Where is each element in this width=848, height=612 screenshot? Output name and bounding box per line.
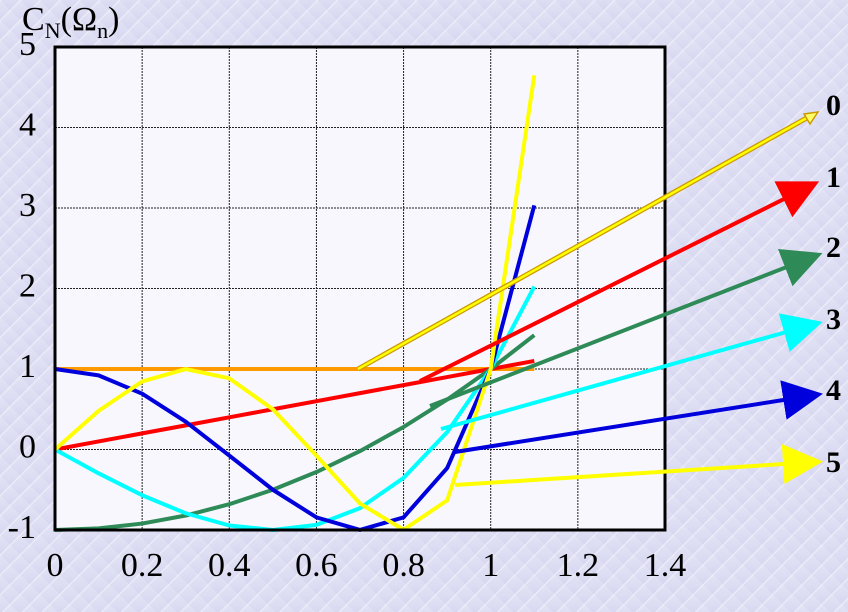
- series-line: [54, 358, 535, 452]
- y-tick-label: 5: [19, 26, 36, 63]
- legend: 0 1 2 3 4 5: [826, 89, 841, 479]
- series-line: [53, 75, 537, 532]
- y-tick-label: -1: [8, 509, 36, 546]
- x-tick-label: 1: [482, 547, 499, 584]
- y-tick-label: 4: [19, 106, 36, 143]
- y-tick-label: 1: [19, 348, 36, 385]
- x-tick-label: 0: [47, 547, 64, 584]
- x-tick-label: 0.4: [208, 547, 251, 584]
- arrow: [357, 113, 813, 371]
- arrow: [454, 380, 823, 454]
- arrow: [419, 181, 820, 383]
- lines: [53, 75, 537, 532]
- legend-label: 4: [826, 374, 841, 407]
- arrows: [356, 111, 823, 487]
- arrow-head: [802, 111, 820, 126]
- arrow: [440, 313, 823, 431]
- legend-label: 0: [826, 89, 841, 122]
- x-tick-label: 0.8: [382, 547, 425, 584]
- series-line: [54, 204, 537, 532]
- arrow: [454, 444, 823, 487]
- x-tick-label: 0.6: [295, 547, 338, 584]
- x-tick-label: 1.4: [644, 547, 687, 584]
- legend-label: 5: [826, 446, 841, 479]
- y-tick-label: 0: [19, 428, 36, 465]
- series-line: [54, 285, 537, 532]
- legend-label: 1: [826, 161, 841, 194]
- plot-frame: [53, 45, 667, 532]
- y-tick-label: 2: [19, 267, 36, 304]
- y-axis-label: CN(Ωn): [22, 1, 120, 43]
- arrow: [429, 248, 823, 408]
- y-tick-label: 3: [19, 187, 36, 224]
- legend-label: 2: [826, 231, 841, 264]
- x-tick-label: 1.2: [557, 547, 600, 584]
- legend-label: 3: [826, 303, 841, 336]
- x-tick-label: 0.2: [121, 547, 164, 584]
